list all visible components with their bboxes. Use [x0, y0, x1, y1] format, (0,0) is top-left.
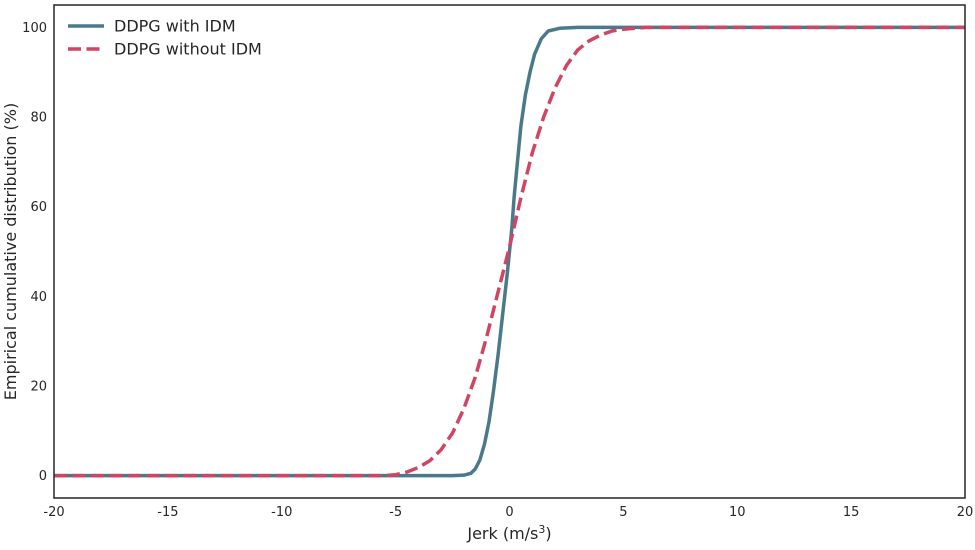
- y-tick-label: 100: [22, 21, 47, 36]
- x-axis-title: Jerk (m/s3): [466, 523, 551, 543]
- y-axis-title: Empirical cumulative distribution (%): [1, 103, 20, 400]
- x-tick-label: 10: [729, 505, 746, 520]
- legend: DDPG with IDM DDPG without IDM: [68, 17, 262, 59]
- legend-label-2: DDPG without IDM: [114, 40, 262, 59]
- x-tick-label: -15: [157, 505, 178, 520]
- x-tick-label: 15: [843, 505, 860, 520]
- x-tick-label: -5: [389, 505, 402, 520]
- y-tick-label: 60: [30, 200, 47, 215]
- x-tick-label: -10: [271, 505, 292, 520]
- x-tick-label: 0: [505, 505, 513, 520]
- x-tick-label: -20: [43, 505, 64, 520]
- y-tick-label: 40: [30, 290, 47, 305]
- y-tick-label: 20: [30, 379, 47, 394]
- y-tick-label: 0: [39, 469, 47, 484]
- plot-area: [54, 25, 965, 478]
- legend-label-1: DDPG with IDM: [114, 17, 236, 36]
- series-line-1: [54, 25, 965, 478]
- x-tick-label: 5: [619, 505, 627, 520]
- plot-frame: [53, 4, 966, 499]
- series-lines: [54, 25, 965, 478]
- axes: -20 -15 -10 -5 0 5 10 15 20 0 20 40 60 80 100: [22, 4, 974, 520]
- y-tick-label: 80: [30, 111, 47, 126]
- x-tick-label: 20: [957, 505, 974, 520]
